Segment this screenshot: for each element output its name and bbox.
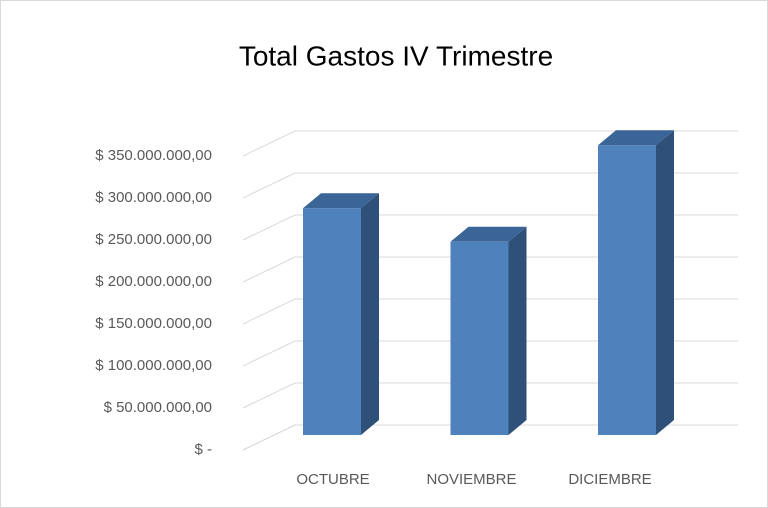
x-tick-label: DICIEMBRE: [568, 471, 651, 488]
y-tick-label: $ -: [194, 441, 212, 458]
bar-top: [598, 130, 674, 146]
bar: [303, 208, 361, 435]
bar-top: [303, 193, 379, 209]
bar-side: [656, 130, 674, 435]
grid-line: [242, 382, 738, 409]
y-tick-label: $ 50.000.000,00: [104, 399, 212, 416]
grid-line: [242, 172, 738, 199]
bar-top: [450, 226, 527, 242]
grid-line: [242, 340, 738, 367]
y-tick-label: $ 200.000.000,00: [95, 273, 212, 290]
x-tick-label: OCTUBRE: [296, 471, 369, 488]
y-tick-label: $ 100.000.000,00: [95, 357, 212, 374]
grid-line: [242, 214, 738, 241]
y-tick-label: $ 150.000.000,00: [95, 315, 212, 332]
chart-title: Total Gastos IV Trimestre: [239, 40, 553, 71]
bar-side: [508, 226, 527, 435]
grid-line: [242, 130, 738, 157]
grid-line: [242, 298, 738, 325]
y-tick-label: $ 350.000.000,00: [95, 147, 212, 164]
grid-line: [242, 424, 738, 451]
bar: [598, 145, 656, 435]
x-tick-label: NOVIEMBRE: [426, 471, 516, 488]
y-tick-label: $ 250.000.000,00: [95, 231, 212, 248]
grid-line: [242, 256, 738, 283]
y-tick-label: $ 300.000.000,00: [95, 189, 212, 206]
bar: [450, 241, 509, 435]
bar-side: [361, 193, 379, 435]
